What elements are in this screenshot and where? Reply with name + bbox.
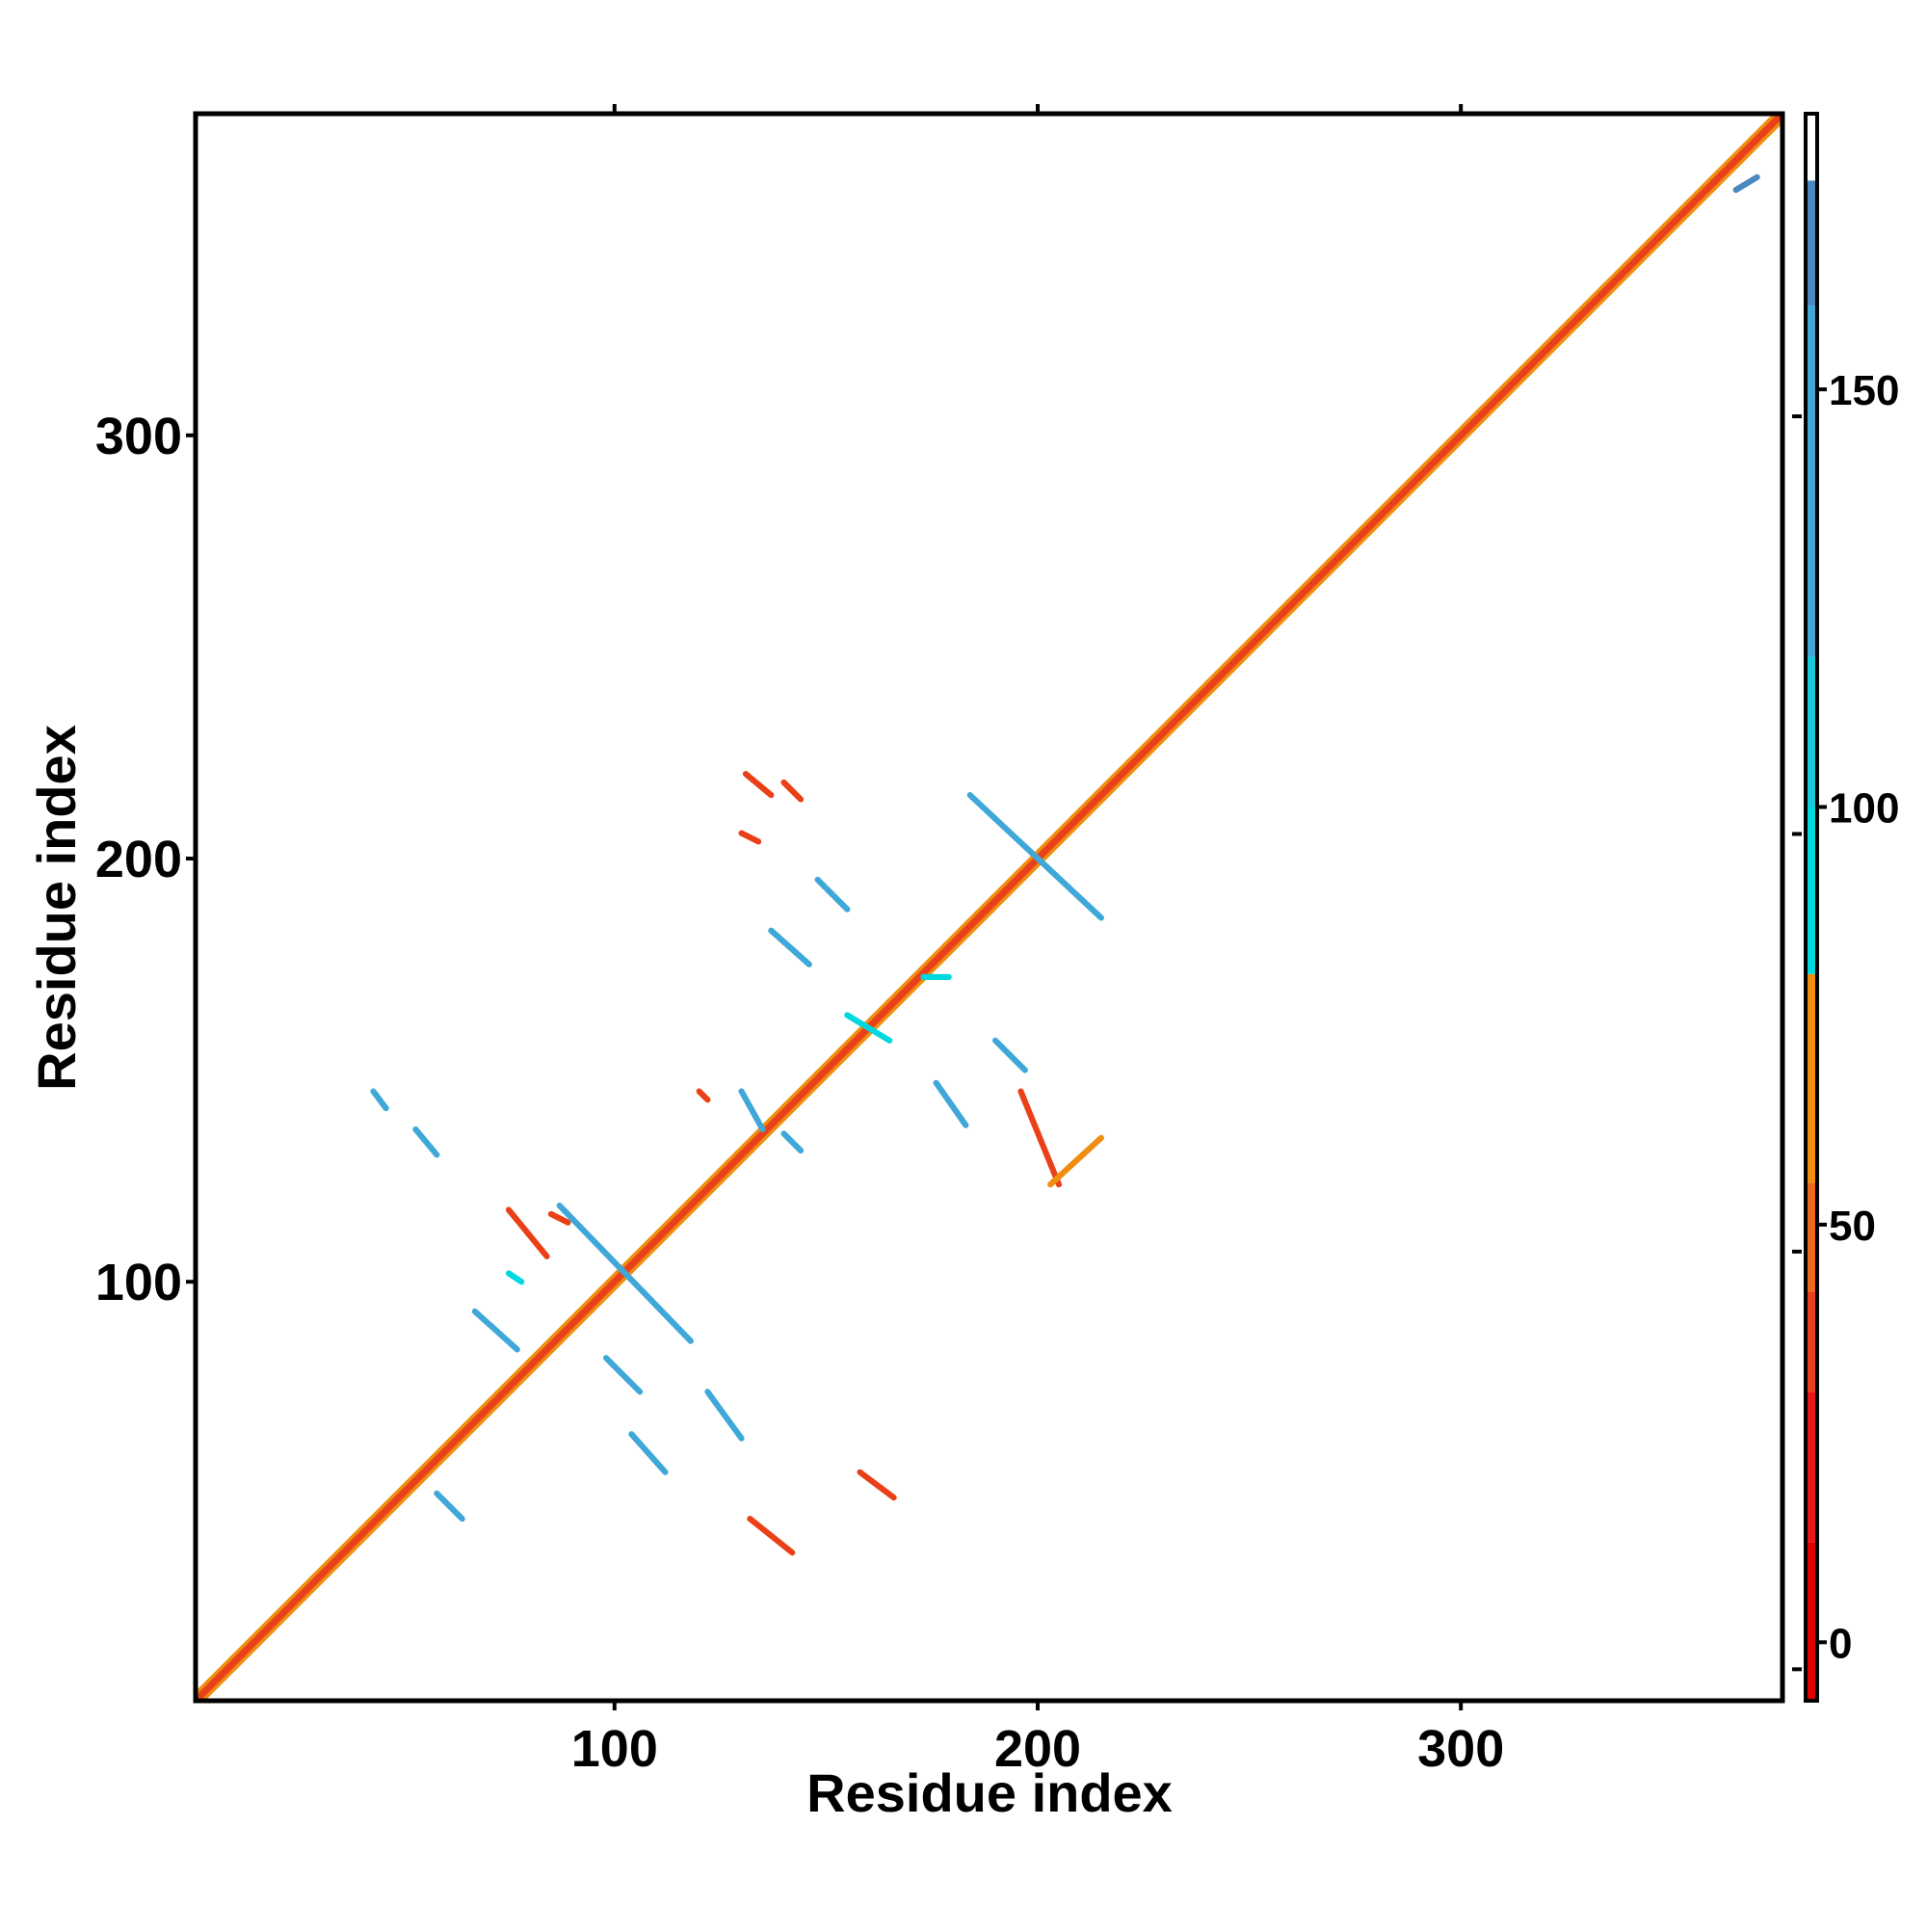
colorbar: 0 50 100 150 bbox=[1792, 112, 1899, 1703]
contact-segment bbox=[556, 1203, 694, 1344]
contact-segment bbox=[738, 830, 762, 845]
colorbar-tick-label: 150 bbox=[1829, 367, 1899, 414]
contact-segment bbox=[814, 876, 851, 913]
colorbar-frame bbox=[1804, 112, 1819, 1703]
heatmap-cells bbox=[196, 114, 1782, 1701]
y-axis-label: Residue index bbox=[26, 725, 87, 1091]
y-tick-label: 100 bbox=[95, 1254, 182, 1311]
colorbar-segment bbox=[1806, 656, 1817, 807]
colorbar-segment bbox=[1806, 180, 1817, 306]
contact-segment bbox=[738, 1088, 766, 1133]
x-tick-label: 100 bbox=[571, 1720, 658, 1778]
contact-segment bbox=[780, 1130, 805, 1154]
y-axis: 100 200 300 bbox=[95, 408, 196, 1311]
contact-segment bbox=[742, 771, 775, 799]
contact-segment bbox=[844, 1012, 893, 1044]
colorbar-segment bbox=[1806, 305, 1817, 657]
colorbar-segment bbox=[1806, 1182, 1817, 1292]
contact-segment bbox=[628, 1431, 669, 1475]
contact-segment bbox=[933, 1079, 969, 1128]
contact-segment bbox=[857, 1469, 897, 1501]
contact-segment bbox=[992, 1037, 1028, 1073]
y-tick-label: 300 bbox=[95, 408, 182, 465]
x-axis: 100 200 300 bbox=[571, 104, 1504, 1778]
contact-segment bbox=[505, 1206, 550, 1259]
colorbar-segment bbox=[1806, 973, 1817, 1183]
contact-segment bbox=[434, 1490, 465, 1522]
colorbar-tick-label: 100 bbox=[1829, 784, 1899, 832]
colorbar-tick-label: 50 bbox=[1829, 1203, 1876, 1250]
colorbar-segment bbox=[1806, 1391, 1817, 1543]
contact-segment bbox=[768, 927, 812, 967]
contact-segment bbox=[471, 1308, 520, 1353]
colorbar-segment bbox=[1806, 1542, 1817, 1701]
contact-segment bbox=[1732, 173, 1760, 194]
plot-frame bbox=[193, 111, 1785, 1704]
contact-segment bbox=[966, 792, 1104, 921]
y-tick-label: 200 bbox=[95, 831, 182, 888]
contact-segment bbox=[412, 1126, 440, 1158]
colorbar-segment bbox=[1806, 114, 1817, 181]
contact-segment bbox=[780, 779, 805, 803]
contact-segment bbox=[370, 1088, 389, 1112]
diagonal-band-core bbox=[196, 114, 1782, 1701]
contact-segment bbox=[1047, 1134, 1104, 1188]
x-axis-label: Residue index bbox=[806, 1762, 1173, 1823]
colorbar-segment bbox=[1806, 1291, 1817, 1392]
contact-segment bbox=[547, 1210, 571, 1226]
contact-segment bbox=[696, 1088, 711, 1103]
x-tick-label: 300 bbox=[1417, 1720, 1504, 1778]
contact-segment bbox=[747, 1516, 796, 1556]
colorbar-segment bbox=[1806, 807, 1817, 974]
x-tick-label: 200 bbox=[994, 1720, 1081, 1778]
colorbar-tick-label: 0 bbox=[1829, 1620, 1852, 1667]
contact-segment bbox=[505, 1270, 525, 1285]
contact-segment bbox=[704, 1389, 745, 1442]
contact-segment bbox=[602, 1355, 644, 1395]
contact-segment bbox=[1017, 1088, 1063, 1188]
